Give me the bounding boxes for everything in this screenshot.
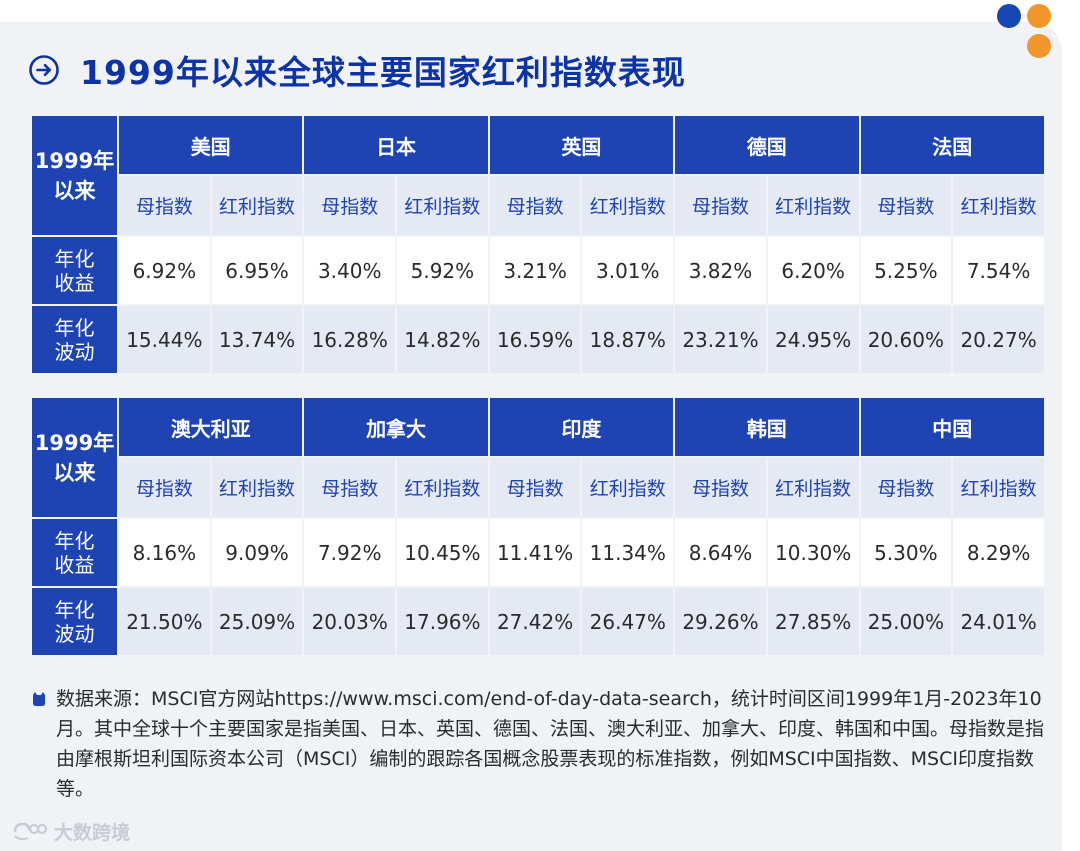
row-label-annualized-return: 年化 收益 [32, 237, 117, 304]
bullet-icon [33, 692, 45, 706]
sub-header-parent-index: 母指数 [489, 176, 581, 235]
sub-header-parent-index: 母指数 [119, 458, 210, 517]
logo-icon [13, 822, 48, 840]
table-cell: 11.34% [582, 519, 674, 586]
dividend-index-table-2: 1999年 以来 澳大利亚 加拿大 印度 韩国 中国 母指数 红利指数 母指数 … [30, 396, 1046, 657]
sub-header-parent-index: 母指数 [675, 458, 766, 517]
table-row-annualized-return: 年化 收益 6.92% 6.95% 3.40% 5.92% 3.21% 3.01… [32, 237, 1044, 304]
sub-header-dividend-index: 红利指数 [211, 176, 303, 235]
sub-header-parent-index: 母指数 [304, 176, 396, 235]
table-cell: 3.40% [304, 237, 396, 304]
table-row-annualized-return: 年化 收益 8.16% 9.09% 7.92% 10.45% 11.41% 11… [32, 519, 1044, 586]
table-cell: 5.92% [397, 237, 488, 304]
orange-dot [1027, 4, 1051, 28]
sub-header-dividend-index: 红利指数 [582, 458, 674, 517]
sub-header-dividend-index: 红利指数 [767, 176, 859, 235]
table-cell: 6.95% [211, 237, 303, 304]
row-label-annualized-volatility: 年化 波动 [32, 306, 117, 373]
country-header: 中国 [860, 398, 1044, 456]
country-header: 印度 [489, 398, 674, 456]
table-cell: 6.92% [119, 237, 210, 304]
table-cell: 3.01% [582, 237, 674, 304]
sub-header-parent-index: 母指数 [304, 458, 396, 517]
table-cell: 3.21% [489, 237, 581, 304]
table-cell: 25.00% [860, 588, 952, 655]
table-cell: 10.30% [767, 519, 859, 586]
sub-header-dividend-index: 红利指数 [953, 458, 1044, 517]
country-header: 加拿大 [304, 398, 488, 456]
country-header: 日本 [304, 116, 488, 174]
row-label-annualized-volatility: 年化 波动 [32, 588, 117, 655]
table-cell: 7.92% [304, 519, 396, 586]
row-label-annualized-return: 年化 收益 [32, 519, 117, 586]
table-cell: 15.44% [119, 306, 210, 373]
country-header: 澳大利亚 [119, 398, 303, 456]
table-cell: 3.82% [675, 237, 766, 304]
table-cell: 8.29% [953, 519, 1044, 586]
table-cell: 7.54% [953, 237, 1044, 304]
table-cell: 5.25% [860, 237, 952, 304]
table-cell: 23.21% [675, 306, 766, 373]
blue-dot [997, 4, 1021, 28]
sub-header-dividend-index: 红利指数 [767, 458, 859, 517]
country-header: 美国 [119, 116, 303, 174]
country-header: 英国 [489, 116, 674, 174]
footnote-text: 数据来源：MSCI官方网站https://www.msci.com/end-of… [56, 688, 1045, 800]
table-cell: 24.01% [953, 588, 1044, 655]
table-cell: 14.82% [397, 306, 488, 373]
footnote: 数据来源：MSCI官方网站https://www.msci.com/end-of… [30, 684, 1050, 804]
arrow-right-circle-icon [29, 55, 59, 85]
table-cell: 8.64% [675, 519, 766, 586]
table-cell: 20.03% [304, 588, 396, 655]
sub-header-parent-index: 母指数 [675, 176, 766, 235]
sub-header-dividend-index: 红利指数 [582, 176, 674, 235]
sub-header-dividend-index: 红利指数 [953, 176, 1044, 235]
table-cell: 20.27% [953, 306, 1044, 373]
table-cell: 8.16% [119, 519, 210, 586]
table-cell: 9.09% [211, 519, 303, 586]
table-cell: 18.87% [582, 306, 674, 373]
country-header: 法国 [860, 116, 1044, 174]
country-header: 韩国 [675, 398, 859, 456]
sub-header-dividend-index: 红利指数 [397, 176, 488, 235]
table-cell: 21.50% [119, 588, 210, 655]
table-cell: 5.30% [860, 519, 952, 586]
table-cell: 11.41% [489, 519, 581, 586]
table-cell: 10.45% [397, 519, 488, 586]
table-cell: 27.85% [767, 588, 859, 655]
table-cell: 24.95% [767, 306, 859, 373]
sub-header-dividend-index: 红利指数 [397, 458, 488, 517]
sub-header-parent-index: 母指数 [860, 176, 952, 235]
sub-header-parent-index: 母指数 [119, 176, 210, 235]
table-cell: 27.42% [489, 588, 581, 655]
page-title: 1999年以来全球主要国家红利指数表现 [80, 53, 686, 92]
table-cell: 29.26% [675, 588, 766, 655]
table-cell: 20.60% [860, 306, 952, 373]
sub-header-parent-index: 母指数 [489, 458, 581, 517]
table-cell: 25.09% [211, 588, 303, 655]
title-row: 1999年以来全球主要国家红利指数表现 [28, 48, 686, 92]
table-cell: 13.74% [211, 306, 303, 373]
decorative-dots [997, 4, 1057, 64]
watermark-text: 大数跨境 [54, 822, 131, 844]
table-row-annualized-volatility: 年化 波动 15.44% 13.74% 16.28% 14.82% 16.59%… [32, 306, 1044, 373]
sub-header-parent-index: 母指数 [860, 458, 952, 517]
table-cell: 6.20% [767, 237, 859, 304]
table-corner-label: 1999年 以来 [32, 398, 117, 517]
sub-header-dividend-index: 红利指数 [211, 458, 303, 517]
table-corner-label: 1999年 以来 [32, 116, 117, 235]
table-cell: 26.47% [582, 588, 674, 655]
watermark: 大数跨境 [10, 818, 130, 845]
table-row-annualized-volatility: 年化 波动 21.50% 25.09% 20.03% 17.96% 27.42%… [32, 588, 1044, 655]
dividend-index-table-1: 1999年 以来 美国 日本 英国 德国 法国 母指数 红利指数 母指数 红利指… [30, 114, 1046, 375]
table-cell: 17.96% [397, 588, 488, 655]
table-cell: 16.59% [489, 306, 581, 373]
country-header: 德国 [675, 116, 859, 174]
table-cell: 16.28% [304, 306, 396, 373]
orange-dot [1027, 34, 1051, 58]
